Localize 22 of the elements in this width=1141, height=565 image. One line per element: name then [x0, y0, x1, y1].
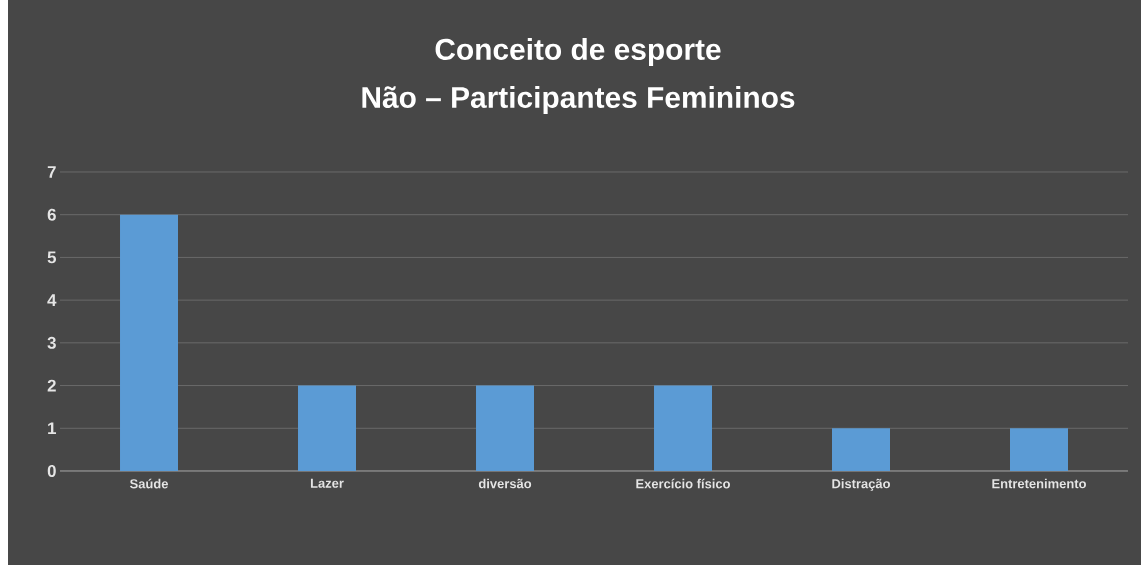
x-tick-label: Lazer	[310, 478, 344, 488]
y-tick-label: 3	[47, 336, 56, 349]
bar	[476, 385, 535, 471]
x-tick-label: Entretenimento	[992, 478, 1086, 489]
y-tick-label: 2	[47, 379, 56, 392]
bar	[654, 385, 712, 471]
y-tick-label: 6	[47, 208, 56, 221]
bar	[1010, 428, 1068, 471]
bar	[120, 214, 179, 471]
y-tick-label: 0	[47, 464, 56, 477]
chart-subtitle: Não – Participantes Femininos	[362, 86, 795, 114]
x-tick-label: Exercício físico	[636, 478, 730, 489]
chart-title: Conceito de esporte	[435, 38, 721, 66]
bar	[298, 385, 357, 471]
y-tick-label: 5	[47, 251, 57, 264]
x-tick-label: Distração	[832, 478, 890, 491]
y-tick-label: 1	[48, 422, 57, 435]
x-tick-label: diversão	[478, 478, 532, 489]
y-tick-label: 7	[47, 166, 56, 178]
x-tick-label: Saúde	[129, 478, 169, 489]
y-tick-label: 4	[47, 294, 57, 306]
bar	[832, 428, 890, 471]
